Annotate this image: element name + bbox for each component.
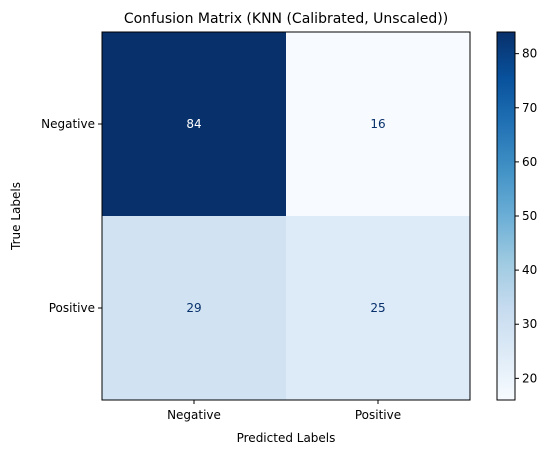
colorbar-tick-label: 60	[522, 155, 537, 169]
y-tick-label: Positive	[49, 301, 95, 315]
colorbar	[497, 32, 515, 400]
y-axis-ticks: Negative Positive	[41, 117, 102, 315]
cell-value-label: 84	[186, 117, 201, 131]
colorbar-tick-label: 80	[522, 47, 537, 61]
x-tick-label: Negative	[167, 408, 221, 422]
colorbar-ticks: 20 30 40 50 60 70 80	[515, 47, 537, 386]
cell-value-label: 16	[370, 117, 385, 131]
colorbar-tick-label: 30	[522, 317, 537, 331]
cell-value-label: 25	[370, 301, 385, 315]
chart-title: Confusion Matrix (KNN (Calibrated, Unsca…	[124, 11, 448, 27]
x-axis-label: Predicted Labels	[237, 431, 336, 445]
heatmap-cells: 84 16 29 25	[102, 32, 470, 400]
colorbar-tick-label: 70	[522, 101, 537, 115]
y-axis-label: True Labels	[9, 182, 23, 251]
colorbar-tick-label: 20	[522, 371, 537, 385]
x-axis-ticks: Negative Positive	[167, 400, 401, 422]
colorbar-tick-label: 50	[522, 209, 537, 223]
y-tick-label: Negative	[41, 117, 95, 131]
colorbar-tick-label: 40	[522, 263, 537, 277]
x-tick-label: Positive	[355, 408, 401, 422]
cell-value-label: 29	[186, 301, 201, 315]
